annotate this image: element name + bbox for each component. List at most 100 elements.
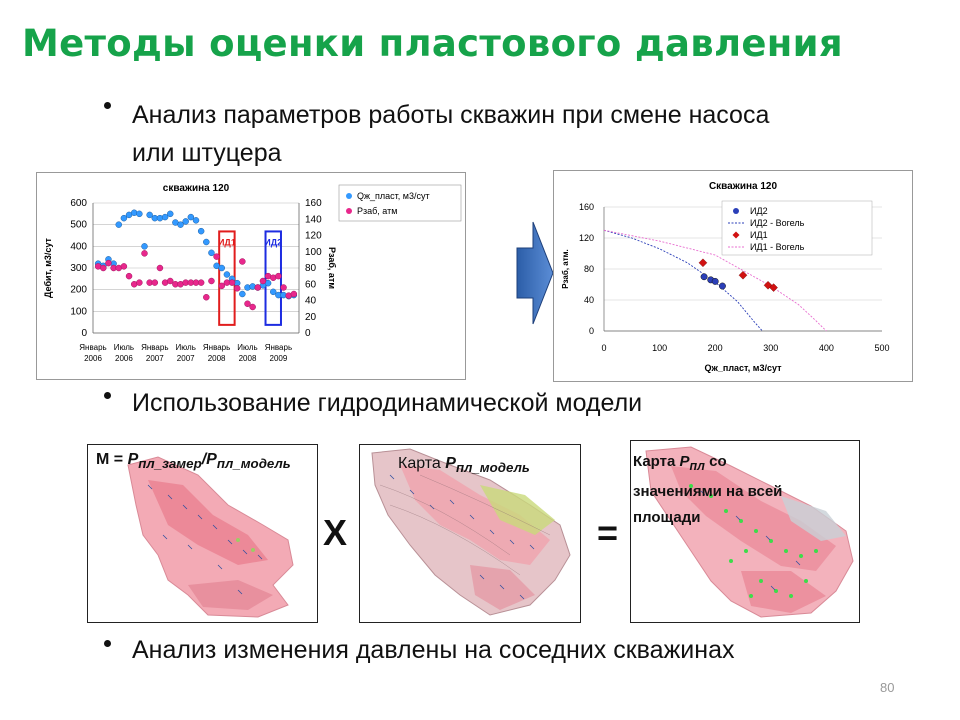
legend-label: ИД2 - Вогель [750, 218, 805, 228]
annotation-label: ИД2 [264, 237, 282, 247]
vogel-curve-id1 [603, 229, 827, 332]
y-tick-label: 120 [579, 233, 594, 243]
data-point-pressure [136, 279, 143, 286]
x-tick-label: 2007 [177, 354, 195, 363]
map-result-pressure: Карта Pпл со значениями на всей площади [630, 440, 860, 623]
data-point-pressure [141, 250, 148, 257]
y-tick-label: 600 [70, 198, 87, 209]
x-tick-label: 2007 [146, 354, 164, 363]
legend-label: ИД1 [750, 230, 768, 240]
x-tick-label: Июль [114, 343, 134, 352]
legend-box [721, 200, 873, 256]
y-tick-label: 0 [589, 326, 594, 336]
data-point-id1 [769, 283, 778, 292]
data-point-rate [141, 243, 148, 250]
x-axis-label: Qж_пласт, м3/сут [705, 363, 783, 373]
data-point-rate [177, 221, 184, 228]
chart-title: скважина 120 [163, 183, 230, 194]
y2-tick-label: 160 [305, 198, 322, 209]
data-point-pressure [156, 264, 164, 272]
y-axis-label: Дебит, м3/сут [43, 237, 53, 298]
data-point-pressure [290, 290, 298, 298]
bullet-text-1-cont: или штуцера [132, 139, 282, 167]
legend-label: ИД1 - Вогель [750, 242, 805, 252]
data-point-rate [136, 210, 143, 218]
data-point-pressure [233, 285, 241, 292]
x-tick-label: 500 [874, 343, 889, 353]
data-point-pressure [197, 279, 205, 286]
x-tick-label: 300 [763, 343, 778, 353]
x-tick-label: 2008 [239, 354, 257, 363]
data-point-id1 [698, 258, 708, 268]
data-point-rate [208, 249, 215, 257]
data-point-pressure [228, 279, 236, 286]
bullet-point [102, 390, 116, 404]
data-point-pressure [151, 279, 159, 286]
bullet-text-3: Анализ изменения давлены на соседних скв… [132, 636, 735, 664]
data-point-rate [167, 210, 174, 218]
y2-tick-label: 20 [305, 312, 317, 323]
multiply-sign: Х [323, 512, 348, 553]
data-point-pressure [280, 284, 287, 291]
y-tick-label: 200 [70, 285, 87, 296]
y2-tick-label: 0 [305, 328, 311, 339]
x-tick-label: 2006 [84, 354, 102, 363]
x-tick-label: Январь [79, 343, 106, 352]
map-model-caption: Карта Pпл_модель [398, 455, 530, 476]
data-point-rate [182, 218, 189, 225]
data-point-rate [223, 271, 231, 278]
y2-tick-label: 40 [305, 296, 317, 307]
x-tick-label: 100 [652, 343, 667, 353]
legend-label: Qж_пласт, м3/сут [357, 191, 430, 201]
legend-label: Pзаб, атм [357, 206, 397, 216]
data-point-pressure [105, 259, 112, 267]
data-point-rate [239, 290, 246, 298]
map-m-formula: М = Pпл_замер/Pпл_модель [96, 451, 291, 472]
legend-box [338, 184, 462, 222]
data-point-pressure [120, 263, 128, 270]
data-point-rate [146, 211, 153, 219]
data-point-pressure [239, 258, 246, 265]
y-tick-label: 40 [584, 295, 594, 305]
data-point-rate [203, 238, 210, 246]
data-point-rate [197, 227, 205, 235]
y2-tick-label: 140 [305, 214, 322, 225]
y2-tick-label: 80 [305, 263, 317, 274]
data-point-pressure [218, 282, 225, 290]
data-point-pressure [208, 277, 215, 285]
data-point-pressure [249, 303, 256, 311]
map-image [371, 448, 571, 616]
data-point-rate [161, 213, 169, 221]
annotation-box [264, 230, 282, 326]
y2-tick-label: 100 [305, 247, 322, 258]
bullet-point [102, 638, 116, 652]
equals-sign: = [597, 512, 619, 553]
y-axis-label: Рзаб, атм. [561, 249, 570, 289]
right-arrow-icon [516, 221, 554, 325]
x-tick-label: 2006 [115, 354, 133, 363]
vogel-curve-id2 [603, 229, 763, 332]
bullet-text-2: Использование гидродинамической модели [132, 389, 643, 417]
data-point-rate [192, 217, 200, 224]
data-point-rate [187, 213, 195, 221]
x-tick-label: 200 [708, 343, 723, 353]
map-image [645, 446, 854, 618]
data-point-rate [218, 264, 225, 272]
page-title: Методы оценки пластового давления [22, 22, 843, 65]
data-point-rate [270, 288, 277, 296]
ipr-chart: Скважина 120 0 40 80 120 160 0 100 200 300 400 500 Q… [561, 181, 890, 373]
data-point-pressure [259, 277, 267, 285]
x-tick-label: 2008 [208, 354, 226, 363]
data-point-pressure [100, 264, 107, 272]
x-tick-label: Июль [237, 343, 257, 352]
ipr-chart-panel: Скважина 120 0 40 80 120 160 0 100 200 300 400 500 Q… [553, 170, 913, 382]
time-series-chart: скважина 120 0 100 200 300 400 500 600 0 20 40 60 80… [43, 183, 462, 363]
legend-label: ИД2 [750, 206, 768, 216]
y-tick-label: 0 [81, 328, 87, 339]
y-tick-label: 160 [579, 202, 594, 212]
y-tick-label: 80 [584, 264, 594, 274]
data-point-pressure [125, 272, 133, 280]
y2-tick-label: 60 [305, 279, 317, 290]
data-point-pressure [167, 277, 174, 285]
map-model-pressure: Карта Pпл_модель [359, 444, 581, 623]
